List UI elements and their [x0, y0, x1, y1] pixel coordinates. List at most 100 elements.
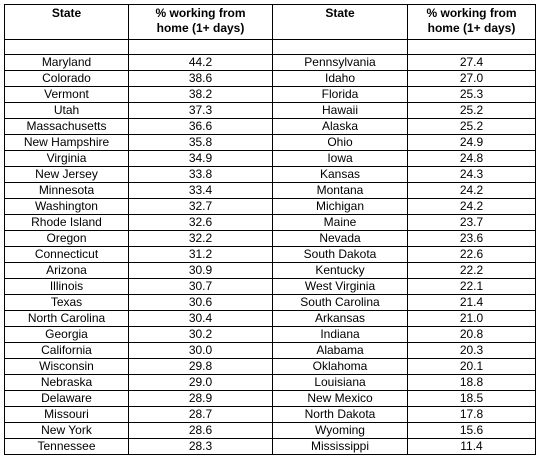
table-row: New Hampshire 35.8 Ohio 24.9 — [4, 134, 536, 151]
state-cell: Tennessee — [4, 438, 129, 455]
state-cell: Arkansas — [272, 310, 408, 327]
percent-cell: 25.2 — [407, 102, 536, 119]
table-row: Illinois 30.7 West Virginia 22.1 — [4, 278, 536, 295]
state-cell: Georgia — [4, 326, 129, 343]
header-text: State — [325, 6, 355, 20]
percent-cell: 15.6 — [407, 422, 536, 439]
percent-cell: 28.7 — [128, 406, 273, 423]
table-row: California 30.0 Alabama 20.3 — [4, 342, 536, 359]
state-cell: Iowa — [272, 150, 408, 167]
state-cell: Connecticut — [4, 246, 129, 263]
table-row: Utah 37.3 Hawaii 25.2 — [4, 102, 536, 119]
cell — [128, 39, 273, 55]
state-cell: Virginia — [4, 150, 129, 167]
state-cell: North Carolina — [4, 310, 129, 327]
percent-cell: 20.3 — [407, 342, 536, 359]
state-cell: Massachusetts — [4, 118, 129, 135]
cell — [4, 39, 129, 55]
header-cell: State — [272, 4, 408, 40]
state-cell: New Mexico — [272, 390, 408, 407]
percent-cell: 24.2 — [407, 198, 536, 215]
state-cell: Wyoming — [272, 422, 408, 439]
header-row: State % working from home (1+ days) Stat… — [4, 4, 536, 40]
state-cell: Texas — [4, 294, 129, 311]
percent-cell: 33.4 — [128, 182, 273, 199]
percent-cell: 24.2 — [407, 182, 536, 199]
state-cell: Washington — [4, 198, 129, 215]
state-cell: Rhode Island — [4, 214, 129, 231]
table-row: Wisconsin 29.8 Oklahoma 20.1 — [4, 358, 536, 375]
state-cell: Wisconsin — [4, 358, 129, 375]
percent-cell: 27.0 — [407, 70, 536, 87]
state-cell: Hawaii — [272, 102, 408, 119]
state-cell: Alaska — [272, 118, 408, 135]
percent-cell: 23.7 — [407, 214, 536, 231]
header-cell: State — [4, 4, 129, 40]
percent-cell: 35.8 — [128, 134, 273, 151]
table-row: North Carolina 30.4 Arkansas 21.0 — [4, 310, 536, 327]
table-row: Texas 30.6 South Carolina 21.4 — [4, 294, 536, 311]
percent-cell: 24.8 — [407, 150, 536, 167]
percent-cell: 36.6 — [128, 118, 273, 135]
table-row: Minnesota 33.4 Montana 24.2 — [4, 182, 536, 199]
percent-cell: 17.8 — [407, 406, 536, 423]
cell — [407, 39, 536, 55]
table-row: Connecticut 31.2 South Dakota 22.6 — [4, 246, 536, 263]
state-cell: Montana — [272, 182, 408, 199]
blank-row — [4, 39, 536, 55]
percent-cell: 44.2 — [128, 54, 273, 71]
state-cell: Maine — [272, 214, 408, 231]
state-cell: Utah — [4, 102, 129, 119]
percent-cell: 28.9 — [128, 390, 273, 407]
header-text: % working from home (1+ days) — [155, 6, 246, 35]
state-cell: Idaho — [272, 70, 408, 87]
data-table: State % working from home (1+ days) Stat… — [4, 4, 536, 455]
table-row: Georgia 30.2 Indiana 20.8 — [4, 326, 536, 343]
percent-cell: 38.2 — [128, 86, 273, 103]
state-cell: Illinois — [4, 278, 129, 295]
percent-cell: 38.6 — [128, 70, 273, 87]
state-cell: North Dakota — [272, 406, 408, 423]
table-row: New Jersey 33.8 Kansas 24.3 — [4, 166, 536, 183]
percent-cell: 24.9 — [407, 134, 536, 151]
state-cell: Ohio — [272, 134, 408, 151]
state-cell: Minnesota — [4, 182, 129, 199]
percent-cell: 18.8 — [407, 374, 536, 391]
percent-cell: 34.9 — [128, 150, 273, 167]
percent-cell: 30.4 — [128, 310, 273, 327]
percent-cell: 28.3 — [128, 438, 273, 455]
state-cell: Alabama — [272, 342, 408, 359]
table-row: Delaware 28.9 New Mexico 18.5 — [4, 390, 536, 407]
table-row: Maryland 44.2 Pennsylvania 27.4 — [4, 54, 536, 71]
percent-cell: 21.4 — [407, 294, 536, 311]
header-text: State — [51, 6, 82, 20]
state-cell: Delaware — [4, 390, 129, 407]
state-cell: California — [4, 342, 129, 359]
percent-cell: 31.2 — [128, 246, 273, 263]
table-row: Tennessee 28.3 Mississippi 11.4 — [4, 438, 536, 455]
percent-cell: 28.6 — [128, 422, 273, 439]
state-cell: Kentucky — [272, 262, 408, 279]
table-row: Arizona 30.9 Kentucky 22.2 — [4, 262, 536, 279]
percent-cell: 18.5 — [407, 390, 536, 407]
header-text: % working from home (1+ days) — [426, 6, 517, 35]
header-cell: % working from home (1+ days) — [407, 4, 536, 40]
table-row: Washington 32.7 Michigan 24.2 — [4, 198, 536, 215]
state-cell: Florida — [272, 86, 408, 103]
state-cell: Mississippi — [272, 438, 408, 455]
table-row: Rhode Island 32.6 Maine 23.7 — [4, 214, 536, 231]
table-row: Oregon 32.2 Nevada 23.6 — [4, 230, 536, 247]
table-row: Massachusetts 36.6 Alaska 25.2 — [4, 118, 536, 135]
state-cell: Indiana — [272, 326, 408, 343]
percent-cell: 25.3 — [407, 86, 536, 103]
state-cell: New Hampshire — [4, 134, 129, 151]
table-row: Colorado 38.6 Idaho 27.0 — [4, 70, 536, 87]
state-cell: Maryland — [4, 54, 129, 71]
table-body: Maryland 44.2 Pennsylvania 27.4 Colorado 38.6… — [4, 39, 536, 455]
state-cell: New Jersey — [4, 166, 129, 183]
state-cell: Missouri — [4, 406, 129, 423]
percent-cell: 22.6 — [407, 246, 536, 263]
percent-cell: 11.4 — [407, 438, 536, 455]
percent-cell: 30.6 — [128, 294, 273, 311]
